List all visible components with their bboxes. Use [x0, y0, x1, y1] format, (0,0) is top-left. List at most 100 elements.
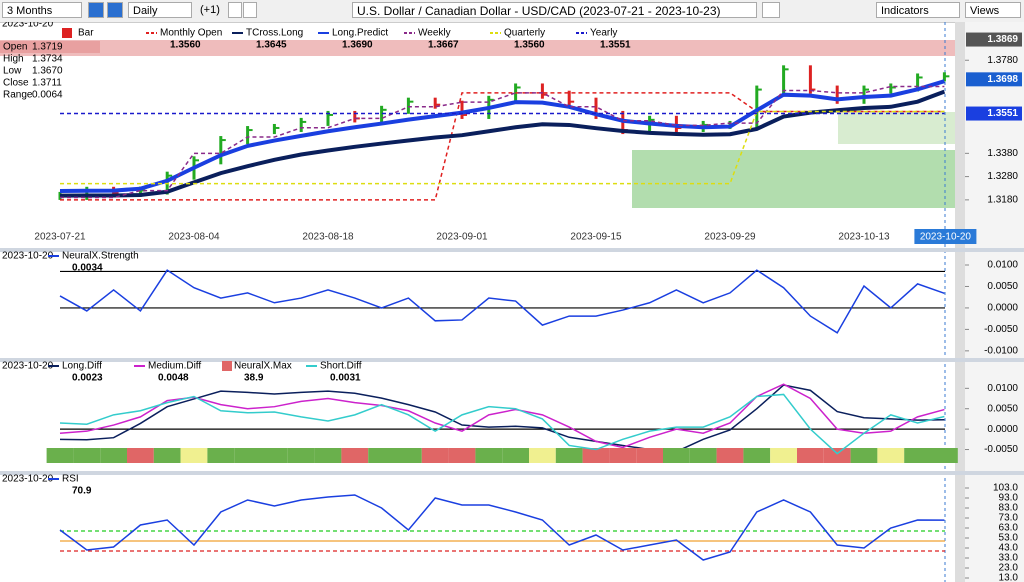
signal-strip: [180, 448, 208, 463]
legend-value: 1.3690: [342, 40, 373, 51]
series-line: [59, 383, 945, 449]
signal-strip: [663, 448, 690, 463]
panel-separator: [0, 358, 1024, 362]
signal-strip: [100, 448, 127, 463]
signal-strip: [502, 448, 529, 463]
legend-value: 0.0034: [72, 263, 103, 274]
signal-strip: [421, 448, 449, 463]
y-tick-label: 13.0: [999, 573, 1019, 582]
legend-label: Quarterly: [504, 28, 545, 39]
panel-separator: [0, 248, 1024, 252]
legend-value: 1.3645: [256, 40, 287, 51]
y-tick-label: 63.0: [999, 523, 1019, 534]
remove-button[interactable]: [107, 2, 123, 18]
y-tick-label: 1.3180: [987, 195, 1018, 206]
price-bar: [246, 126, 250, 145]
price-bar: [835, 85, 839, 104]
legend-swatch: [222, 361, 232, 371]
signal-strip: [448, 448, 476, 463]
x-tick-label: 2023-09-29: [704, 232, 756, 243]
legend-label: Monthly Open: [160, 28, 222, 39]
info-label: Low: [3, 66, 22, 77]
signal-strip: [797, 448, 824, 463]
step-up[interactable]: [228, 2, 242, 18]
legend-value: 70.9: [72, 486, 92, 497]
panel-date: 2023-10-20: [2, 361, 54, 372]
legend-label: RSI: [62, 474, 79, 485]
signal-strip: [46, 448, 74, 463]
legend-value: 38.9: [244, 373, 264, 384]
y-tick-label: -0.0100: [984, 345, 1018, 356]
scroll-track: [955, 22, 965, 582]
signal-strip: [529, 448, 556, 463]
price-bar: [380, 105, 384, 123]
step-down[interactable]: [243, 2, 257, 18]
price-bar: [755, 85, 759, 129]
price-label: 1.3698: [987, 74, 1018, 85]
info-label: High: [3, 54, 24, 65]
legend-label: Medium.Diff: [148, 361, 201, 372]
interval-select[interactable]: Daily: [128, 2, 192, 18]
info-value: 1.3670: [32, 66, 63, 77]
signal-strip: [877, 448, 905, 463]
price-bar: [433, 97, 437, 109]
views-select[interactable]: Views: [965, 2, 1021, 18]
info-highlight: [0, 41, 100, 53]
search-button[interactable]: [762, 2, 780, 18]
y-tick-label: 73.0: [999, 513, 1019, 524]
info-label: Open: [3, 42, 27, 53]
legend-label: TCross.Long: [246, 28, 303, 39]
toolbar: 3 Months Daily (+1) U.S. Dollar / Canadi…: [0, 0, 1024, 23]
y-tick-label: 1.3380: [987, 148, 1018, 159]
legend-label: Yearly: [590, 28, 617, 39]
legend-label: Long.Predict: [332, 28, 388, 39]
panel-date: 2023-10-20: [2, 474, 54, 485]
legend-value: 0.0031: [330, 373, 361, 384]
indicators-select[interactable]: Indicators: [876, 2, 960, 18]
period-select[interactable]: 3 Months: [2, 2, 82, 18]
price-bar: [916, 73, 920, 92]
x-tick-label: 2023-09-15: [570, 232, 622, 243]
series-line: [59, 269, 945, 334]
legend-value: 1.3551: [600, 40, 631, 51]
legend-label: NeuralX.Max: [234, 361, 292, 372]
signal-strip: [73, 448, 101, 463]
info-value: 1.3719: [32, 42, 63, 53]
x-tick-label: 2023-08-18: [302, 232, 354, 243]
signal-strip: [636, 448, 663, 463]
x-tick-label: 2023-10-13: [838, 232, 890, 243]
info-value: 1.3734: [32, 54, 63, 65]
signal-strip: [207, 448, 235, 463]
price-bar: [540, 83, 544, 99]
price-label: 1.3551: [987, 108, 1018, 119]
add-button[interactable]: [88, 2, 104, 18]
x-tick-label: 2023-08-04: [168, 232, 220, 243]
symbol-title[interactable]: U.S. Dollar / Canadian Dollar - USD/CAD …: [352, 2, 757, 18]
signal-strip: [287, 448, 315, 463]
y-tick-label: 0.0100: [987, 383, 1018, 394]
y-tick-label: 0.0050: [987, 281, 1018, 292]
signal-strip: [395, 448, 422, 463]
step-label: (+1): [200, 4, 220, 16]
signal-strip: [904, 448, 931, 463]
y-tick-label: 93.0: [999, 493, 1019, 504]
signal-strip: [261, 448, 288, 463]
info-label: Close: [3, 78, 29, 89]
legend-label: Short.Diff: [320, 361, 362, 372]
resistance-zone: [0, 40, 955, 56]
signal-strip: [153, 448, 181, 463]
price-bar: [862, 85, 866, 104]
price-bar: [272, 123, 276, 135]
price-bar: [406, 97, 410, 114]
signal-strip: [716, 448, 744, 463]
signal-strip: [368, 448, 395, 463]
price-label-box: [966, 72, 1022, 87]
x-tick-label: 2023-09-01: [436, 232, 488, 243]
signal-strip: [475, 448, 503, 463]
y-tick-label: -0.0050: [984, 444, 1018, 455]
info-value: 0.0064: [32, 90, 63, 101]
y-tick-label: 0.0000: [987, 303, 1018, 314]
price-bar: [85, 186, 89, 200]
signal-strip: [609, 448, 637, 463]
